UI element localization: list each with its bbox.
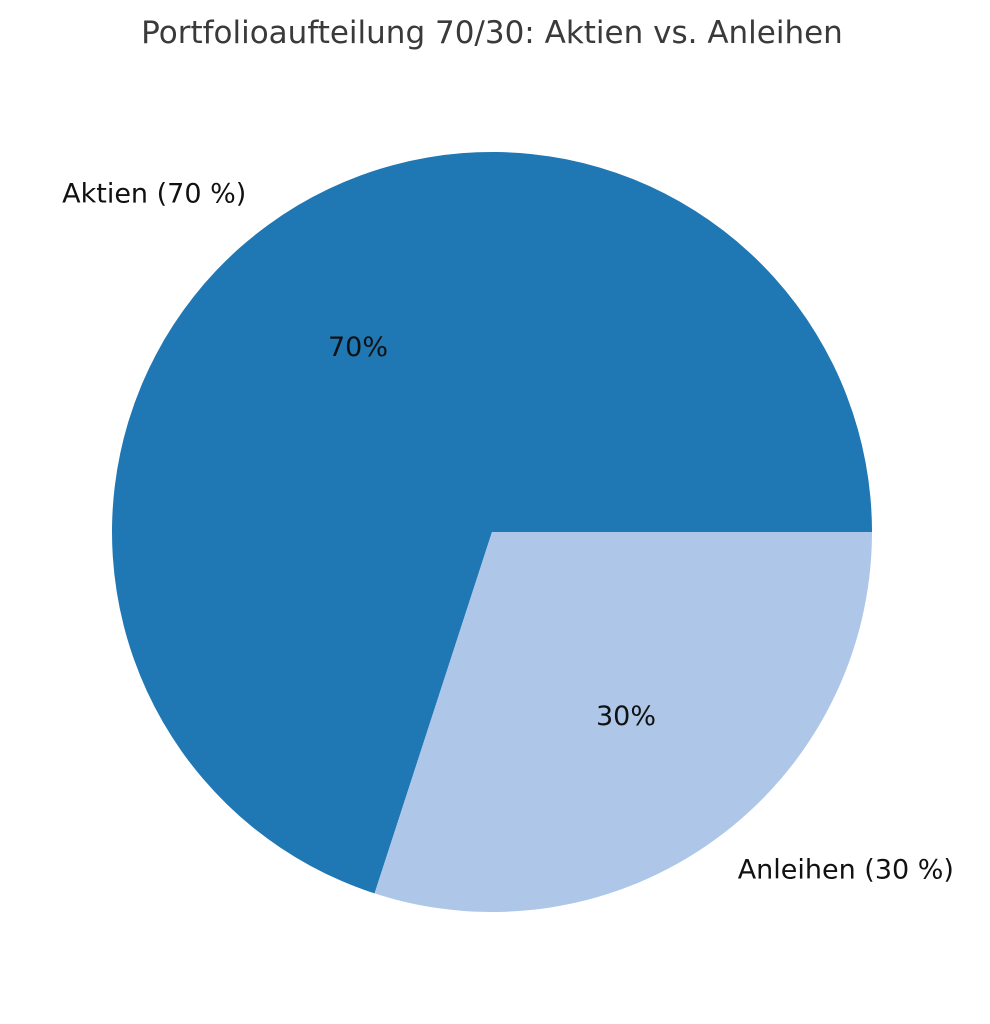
pct-label-aktien: 70% xyxy=(328,332,388,363)
pie-slice-anleihen xyxy=(374,532,872,913)
pie-slices xyxy=(111,152,872,913)
chart-title: Portfolioaufteilung 70/30: Aktien vs. An… xyxy=(141,15,843,51)
pct-label-anleihen: 30% xyxy=(596,701,656,732)
slice-label-aktien: Aktien (70 %) xyxy=(62,178,246,209)
pie-labels: 70% Aktien (70 %) 30% Anleihen (30 %) xyxy=(62,178,954,885)
slice-label-anleihen: Anleihen (30 %) xyxy=(738,855,954,886)
pie-slice-aktien xyxy=(111,152,872,894)
